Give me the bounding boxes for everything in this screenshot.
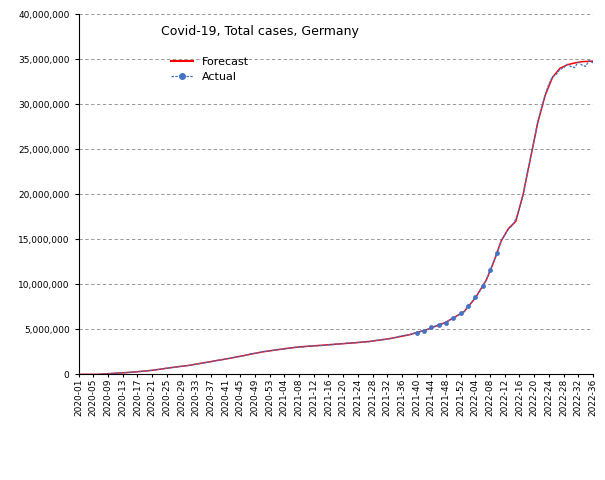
Actual xyxy=(75,372,82,377)
Point xyxy=(448,314,458,322)
Forecast xyxy=(564,62,571,68)
Point xyxy=(412,329,422,336)
Actual xyxy=(512,216,519,222)
Forecast xyxy=(589,59,597,64)
Point xyxy=(478,282,488,290)
Forecast xyxy=(512,218,519,224)
Actual xyxy=(586,58,593,63)
Forecast xyxy=(244,352,251,358)
Line: Actual: Actual xyxy=(79,60,593,374)
Point xyxy=(456,310,465,317)
Actual xyxy=(523,172,531,178)
Point xyxy=(441,319,451,326)
Point xyxy=(485,266,495,274)
Actual xyxy=(589,60,597,66)
Point xyxy=(492,249,502,257)
Point xyxy=(434,322,443,329)
Forecast xyxy=(523,173,531,179)
Point xyxy=(427,324,436,331)
Point xyxy=(419,327,429,335)
Point xyxy=(463,302,473,310)
Point xyxy=(471,293,480,300)
Text: Covid-19, Total cases, Germany: Covid-19, Total cases, Germany xyxy=(161,25,359,38)
Legend: Forecast, Actual: Forecast, Actual xyxy=(166,52,253,87)
Actual xyxy=(79,372,86,377)
Actual xyxy=(244,352,251,358)
Forecast xyxy=(105,371,112,377)
Actual xyxy=(105,371,112,377)
Forecast xyxy=(75,372,82,377)
Forecast xyxy=(79,372,86,377)
Actual xyxy=(564,61,571,67)
Line: Forecast: Forecast xyxy=(79,61,593,374)
